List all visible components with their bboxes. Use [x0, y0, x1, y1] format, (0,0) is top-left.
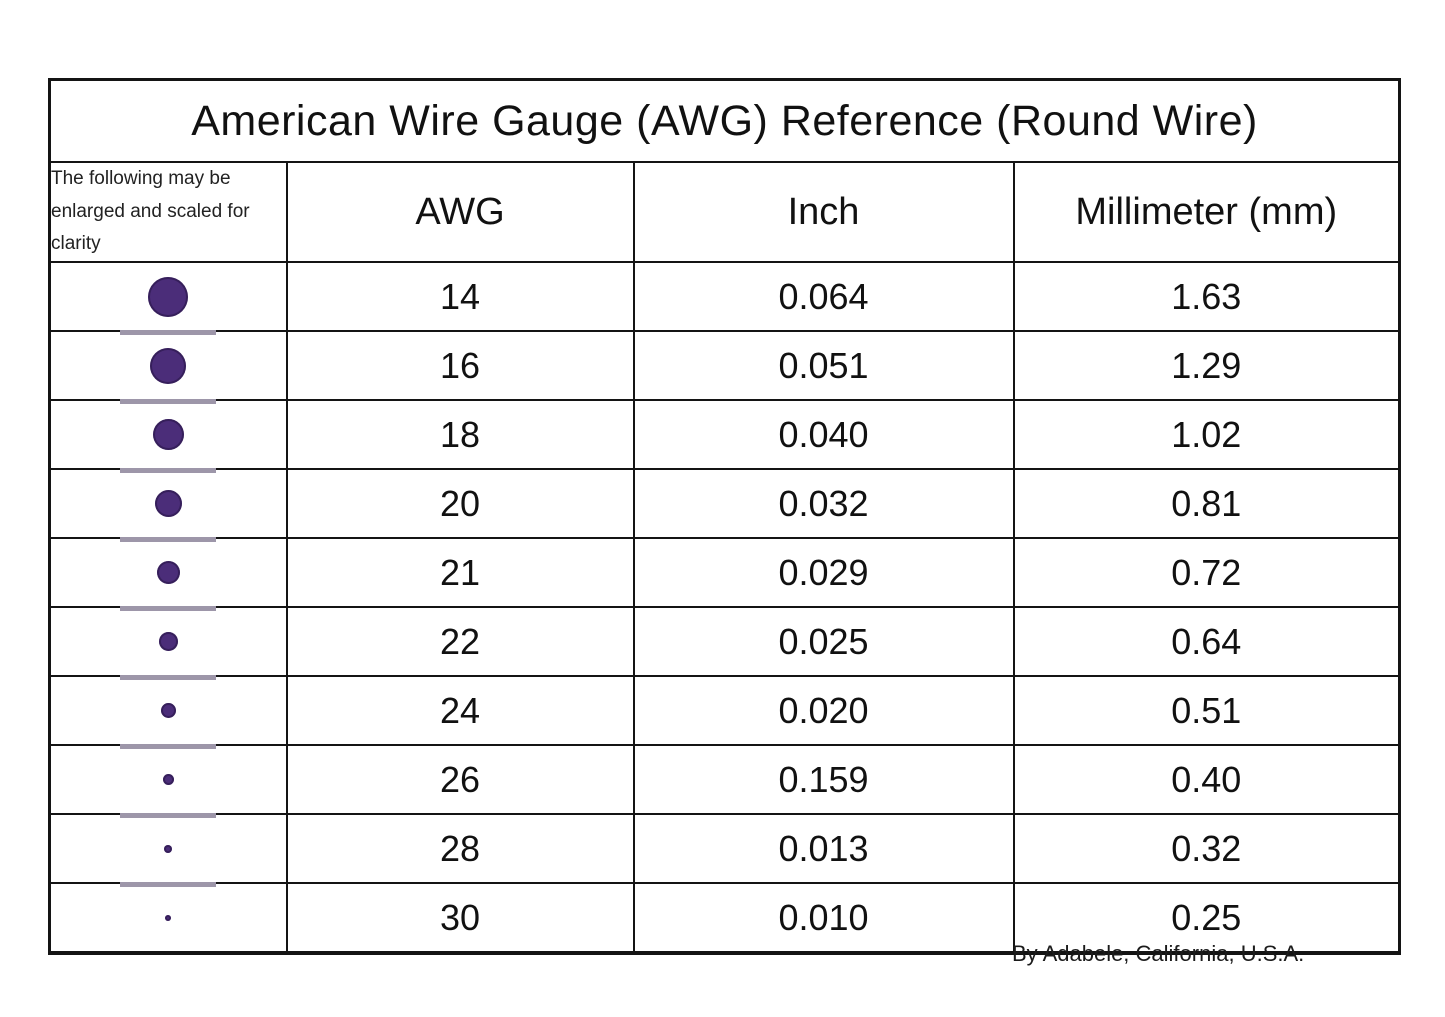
header-row: The following may be enlarged and scaled… [48, 160, 1401, 264]
dot-wrap [51, 332, 286, 405]
inch-cell: 0.025 [632, 606, 1015, 678]
table-row: 24 0.020 0.51 [48, 675, 1401, 750]
wire-size-dot-icon [156, 561, 180, 585]
mm-cell: 0.81 [1012, 468, 1401, 540]
mm-cell: 0.25 [1012, 882, 1401, 955]
dot-wrap [51, 677, 286, 750]
awg-cell: 14 [285, 261, 635, 333]
wire-size-dot-icon [165, 914, 172, 921]
wire-size-dot-icon [160, 703, 176, 719]
table-row: 26 0.159 0.40 [48, 744, 1401, 819]
scale-note: The following may be enlarged and scaled… [48, 160, 288, 264]
scan-artifact-line [120, 813, 217, 819]
dot-cell [48, 744, 288, 819]
column-header-millimeter: Millimeter (mm) [1012, 160, 1401, 264]
inch-cell: 0.029 [632, 537, 1015, 609]
awg-cell: 21 [285, 537, 635, 609]
table-row: 14 0.064 1.63 [48, 261, 1401, 336]
scan-artifact-line [120, 330, 217, 336]
inch-cell: 0.020 [632, 675, 1015, 747]
dot-cell [48, 675, 288, 750]
mm-cell: 0.51 [1012, 675, 1401, 747]
scan-artifact-line [120, 606, 217, 612]
awg-cell: 28 [285, 813, 635, 885]
awg-cell: 26 [285, 744, 635, 816]
scan-artifact-line [120, 399, 217, 405]
credit-line: By Adabele, California, U.S.A. [1012, 941, 1305, 966]
awg-cell: 24 [285, 675, 635, 747]
inch-cell: 0.013 [632, 813, 1015, 885]
wire-size-dot-icon [154, 490, 182, 518]
table-row: 28 0.013 0.32 [48, 813, 1401, 888]
table-row: 18 0.040 1.02 [48, 399, 1401, 474]
scan-artifact-line [120, 537, 217, 543]
wire-size-dot-icon [162, 774, 174, 786]
inch-cell: 0.010 [632, 882, 1015, 955]
dot-wrap [51, 746, 286, 819]
scan-artifact-line [120, 744, 217, 750]
inch-cell: 0.064 [632, 261, 1015, 333]
table-row: 21 0.029 0.72 [48, 537, 1401, 612]
mm-cell: 1.02 [1012, 399, 1401, 471]
awg-reference-table: American Wire Gauge (AWG) Reference (Rou… [48, 78, 1402, 956]
dot-cell [48, 399, 288, 474]
awg-cell: 20 [285, 468, 635, 540]
page-title: American Wire Gauge (AWG) Reference (Rou… [48, 78, 1401, 163]
awg-cell: 22 [285, 606, 635, 678]
table-row: 22 0.025 0.64 [48, 606, 1401, 681]
dot-wrap [51, 470, 286, 543]
dot-cell [48, 468, 288, 543]
inch-cell: 0.040 [632, 399, 1015, 471]
inch-cell: 0.159 [632, 744, 1015, 816]
dot-wrap [51, 884, 286, 951]
wire-size-dot-icon [150, 347, 187, 384]
column-header-awg: AWG [285, 160, 635, 264]
mm-cell: 1.29 [1012, 330, 1401, 402]
dot-cell [48, 537, 288, 612]
column-header-inch: Inch [632, 160, 1015, 264]
mm-cell: 1.63 [1012, 261, 1401, 333]
table-row: 30 0.010 0.25 [48, 882, 1401, 955]
dot-cell [48, 261, 288, 336]
mm-cell: 0.40 [1012, 744, 1401, 816]
wire-size-dot-icon [148, 276, 189, 317]
wire-size-dot-icon [164, 844, 173, 853]
dot-cell [48, 606, 288, 681]
table-row: 20 0.032 0.81 [48, 468, 1401, 543]
dot-cell [48, 813, 288, 888]
awg-cell: 16 [285, 330, 635, 402]
dot-cell [48, 330, 288, 405]
dot-wrap [51, 815, 286, 888]
scan-artifact-line [120, 468, 217, 474]
dot-wrap [51, 263, 286, 336]
awg-cell: 18 [285, 399, 635, 471]
table-row: 16 0.051 1.29 [48, 330, 1401, 405]
wire-size-dot-icon [152, 419, 184, 451]
mm-cell: 0.64 [1012, 606, 1401, 678]
dot-wrap [51, 539, 286, 612]
inch-cell: 0.032 [632, 468, 1015, 540]
awg-cell: 30 [285, 882, 635, 955]
mm-cell: 0.32 [1012, 813, 1401, 885]
mm-cell: 0.72 [1012, 537, 1401, 609]
wire-size-dot-icon [158, 632, 178, 652]
dot-wrap [51, 401, 286, 474]
title-row: American Wire Gauge (AWG) Reference (Rou… [48, 78, 1401, 163]
scan-artifact-line [120, 882, 217, 888]
scan-artifact-line [120, 675, 217, 681]
inch-cell: 0.051 [632, 330, 1015, 402]
dot-cell [48, 882, 288, 955]
dot-wrap [51, 608, 286, 681]
